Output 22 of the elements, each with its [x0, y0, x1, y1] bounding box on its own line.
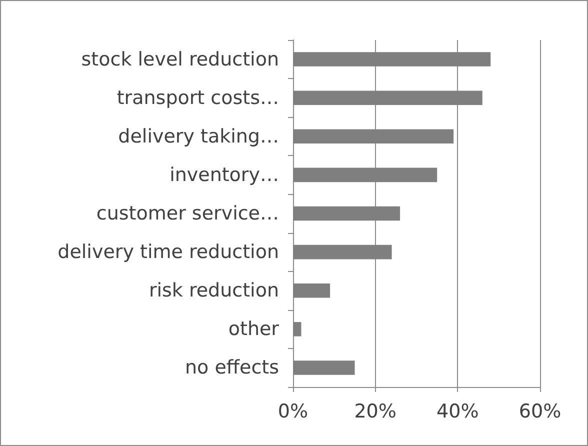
x-tick-label: 0%	[278, 400, 308, 422]
bar	[293, 360, 355, 375]
y-tick-label: delivery taking…	[118, 125, 279, 148]
y-tick-label: other	[228, 318, 280, 340]
y-tick-label: no effects	[185, 356, 279, 379]
bar	[293, 129, 454, 144]
y-tick-label: inventory…	[170, 164, 279, 186]
x-tick-label: 20%	[354, 400, 396, 422]
bar	[293, 244, 392, 260]
y-tick-label: customer service…	[96, 202, 279, 224]
y-tick-label: risk reduction	[148, 280, 279, 302]
bar	[293, 90, 482, 105]
bar	[293, 283, 330, 298]
bar	[293, 168, 438, 182]
x-tick-label: 60%	[518, 400, 562, 422]
bar	[293, 206, 400, 221]
y-tick-label: transport costs…	[116, 86, 279, 109]
bar	[293, 52, 491, 66]
y-tick-label: delivery time reduction	[58, 241, 279, 264]
y-tick-label: stock level reduction	[81, 48, 279, 70]
bar	[293, 322, 302, 336]
x-tick-label: 40%	[436, 400, 479, 422]
